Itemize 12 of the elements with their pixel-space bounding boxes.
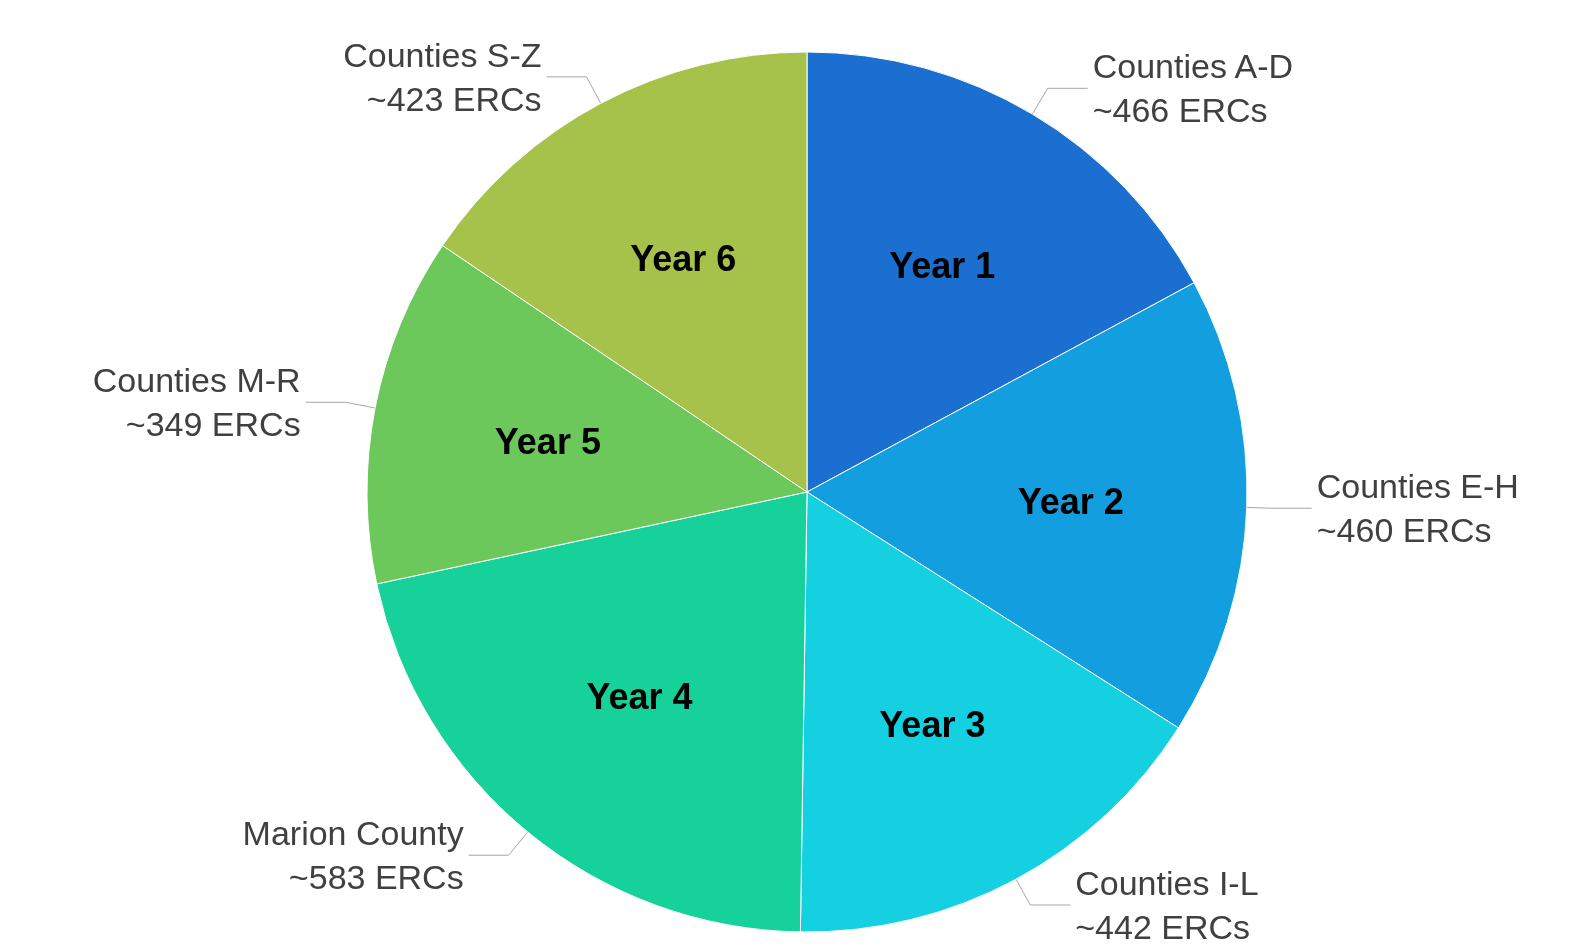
slice-label: Year 4 xyxy=(586,675,693,717)
slice-label: Year 5 xyxy=(494,421,601,463)
data-label: Counties E-H ~460 ERCs xyxy=(1316,467,1519,550)
data-label: Counties M-R ~349 ERCs xyxy=(92,361,301,444)
data-label: Counties I-L ~442 ERCs xyxy=(1075,864,1259,946)
data-label: Counties A-D ~466 ERCs xyxy=(1092,47,1294,130)
data-label: Marion County ~583 ERCs xyxy=(242,814,464,897)
slice-label: Year 1 xyxy=(889,244,996,286)
slice-label: Year 6 xyxy=(630,238,737,280)
data-label: Counties S-Z ~423 ERCs xyxy=(343,35,542,118)
slice-label: Year 3 xyxy=(879,703,986,745)
slice-label: Year 2 xyxy=(1017,480,1124,522)
